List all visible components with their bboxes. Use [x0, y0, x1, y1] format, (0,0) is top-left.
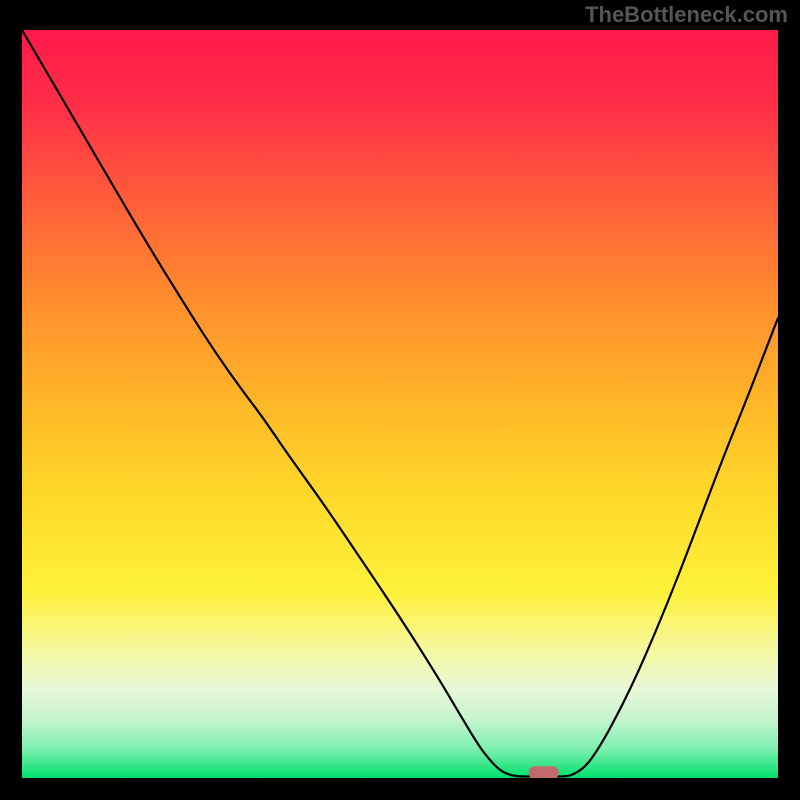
minimum-marker — [529, 766, 559, 778]
watermark: TheBottleneck.com — [585, 2, 788, 28]
gradient-background — [22, 30, 778, 778]
bottleneck-chart — [22, 30, 778, 778]
